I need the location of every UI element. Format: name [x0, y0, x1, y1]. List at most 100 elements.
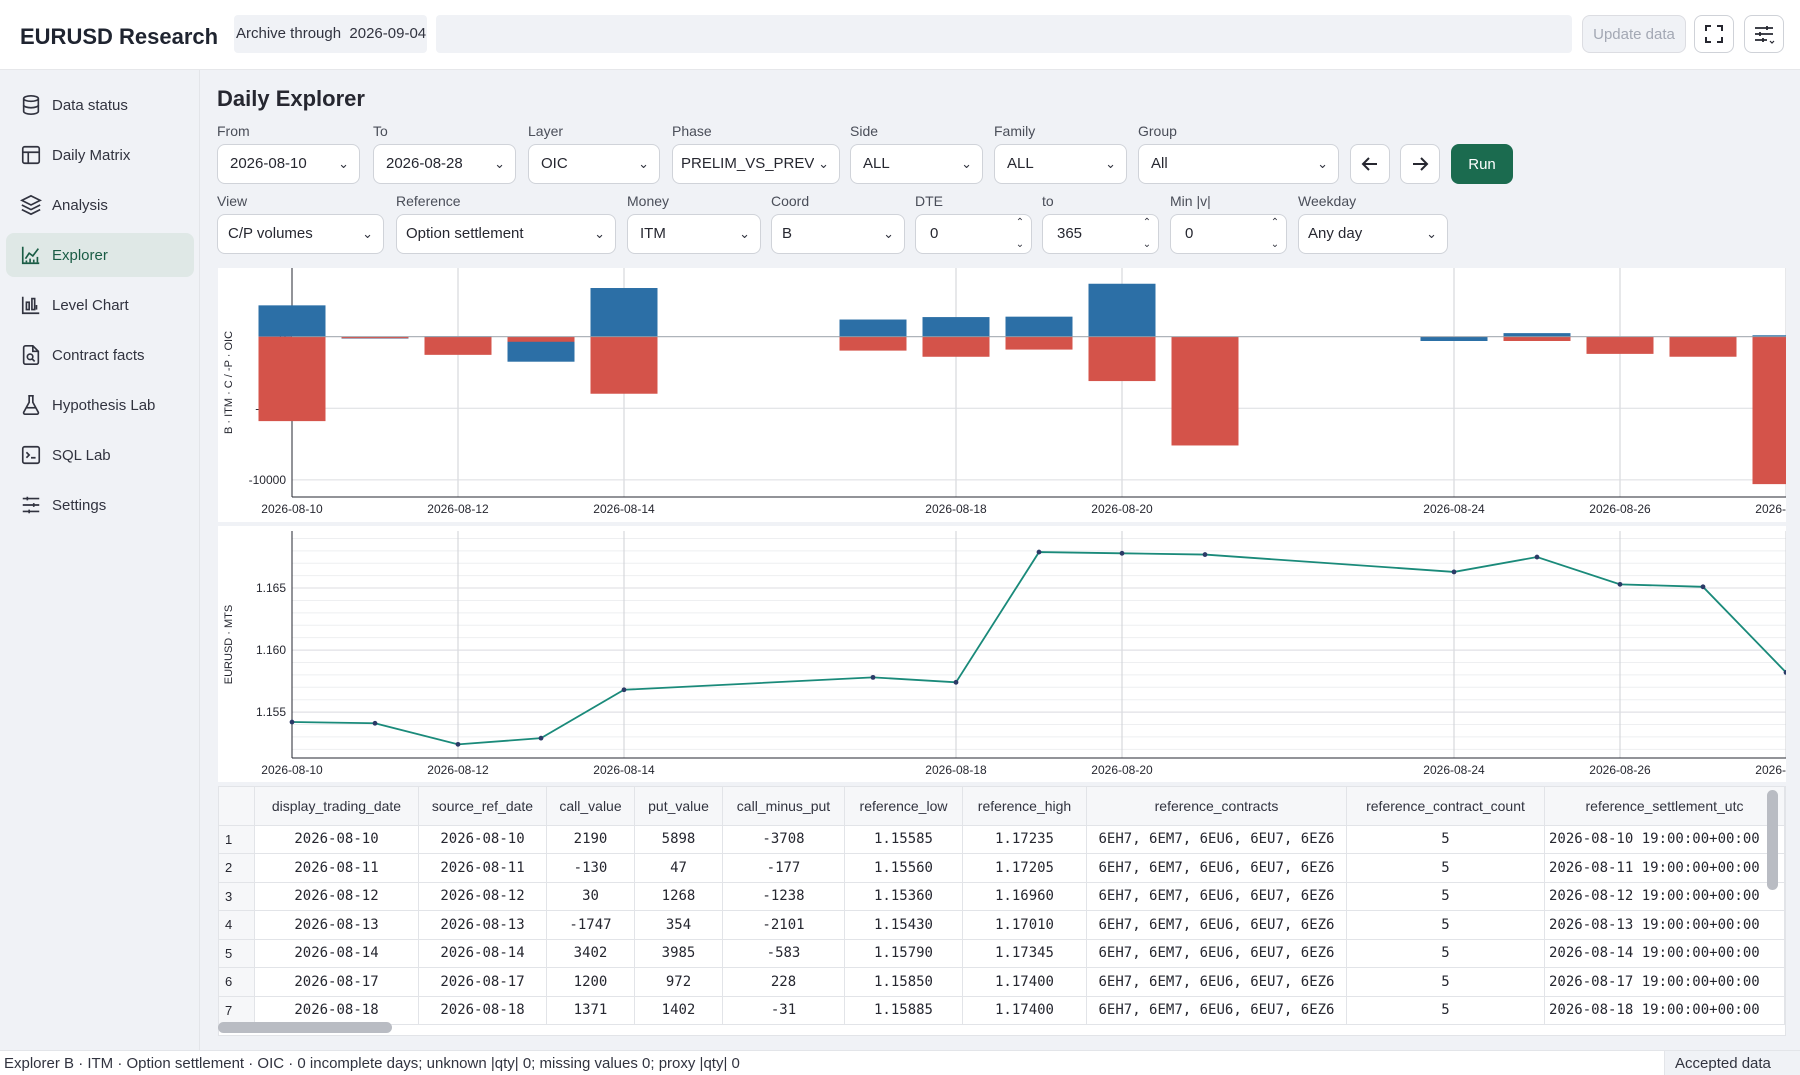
view-select[interactable]: C/P volumes ⌄ [217, 214, 384, 254]
arrow-right-icon [1413, 157, 1429, 171]
table-row[interactable]: 3 2026-08-12 2026-08-12 30 1268 -1238 1.15360 1… [219, 882, 1785, 911]
table-row[interactable]: 4 2026-08-13 2026-08-13 -1747 354 -2101 1.1543… [219, 910, 1785, 940]
table-cell: 1.17010 [962, 910, 1087, 940]
table-cell: 2026-08-17 [418, 967, 547, 997]
sidebar-item-sql-lab[interactable]: SQL Lab [6, 433, 194, 477]
table-cell: 2026-08-10 [254, 825, 419, 854]
vertical-scrollbar[interactable] [1767, 790, 1778, 890]
column-header-source-ref-date[interactable]: source_ref_date [418, 787, 547, 826]
phase-select[interactable]: PRELIM_VS_PREVIC ⌄ [672, 144, 840, 184]
stepper-icon[interactable]: ⌃ ⌄ [1270, 217, 1280, 250]
settings-menu-button[interactable] [1744, 15, 1784, 53]
table-cell: 1.17400 [962, 967, 1087, 997]
terminal-icon [21, 445, 41, 465]
table-cell: 5 [1346, 910, 1545, 940]
money-select[interactable]: ITM ⌄ [627, 214, 761, 254]
table-cell: 1200 [546, 967, 635, 997]
sidebar-item-daily-matrix[interactable]: Daily Matrix [6, 133, 194, 177]
sidebar-item-analysis[interactable]: Analysis [6, 183, 194, 227]
layers-icon [20, 194, 42, 216]
sidebar-item-data-status[interactable]: Data status [6, 83, 194, 127]
sidebar-item-hypothesis-lab[interactable]: Hypothesis Lab [6, 383, 194, 427]
x-tick-label: 2026-08-24 [1423, 502, 1485, 516]
top-bar-spacer [436, 15, 1572, 53]
coord-select[interactable]: B ⌄ [771, 214, 905, 254]
table-cell: 6EH7, 6EM7, 6EU6, 6EU7, 6EZ6 [1086, 825, 1347, 854]
view-label: View [217, 193, 248, 209]
dte-max-input[interactable]: 365 ⌃ ⌄ [1042, 214, 1159, 254]
column-header-call-value[interactable]: call_value [546, 787, 635, 826]
table-cell: 5 [1346, 825, 1545, 854]
family-select[interactable]: ALL ⌄ [994, 144, 1127, 184]
view-value: C/P volumes [228, 225, 313, 242]
bar-chart[interactable]: 2026-08-10 2026-08-12 2026-08-14 2026-08-18… [218, 268, 1800, 522]
bar-chart-icon [21, 296, 40, 315]
call-bar [839, 319, 907, 337]
call-bar [1005, 316, 1073, 337]
table-cell: 354 [634, 910, 723, 940]
sidebar-item-explorer[interactable]: Explorer [6, 233, 194, 277]
min-v-input[interactable]: 0 ⌃ ⌄ [1170, 214, 1287, 254]
table-cell: 1.15790 [844, 939, 963, 968]
horizontal-scrollbar[interactable] [218, 1022, 392, 1033]
flask-icon [22, 395, 40, 415]
table-row[interactable]: 5 2026-08-14 2026-08-14 3402 3985 -583 1.15790… [219, 939, 1785, 968]
table-cell: 6EH7, 6EM7, 6EU6, 6EU7, 6EZ6 [1086, 967, 1347, 997]
stepper-icon[interactable]: ⌃ ⌄ [1142, 217, 1152, 250]
column-header-call-minus-put[interactable]: call_minus_put [722, 787, 845, 826]
column-header-reference-settlement-utc[interactable]: reference_settlement_utc [1544, 787, 1785, 826]
column-header-reference-high[interactable]: reference_high [962, 787, 1087, 826]
x-tick-label: 2026-08-18 [925, 763, 987, 777]
stepper-icon[interactable]: ⌃ ⌄ [1015, 217, 1025, 250]
row-index: 1 [219, 825, 255, 854]
column-header-display-trading-date[interactable]: display_trading_date [254, 787, 419, 826]
x-tick-label: 2026-08-18 [925, 502, 987, 516]
sidebar-item-contract-facts[interactable]: Contract facts [6, 333, 194, 377]
previous-button[interactable] [1350, 144, 1390, 184]
dte-min-input[interactable]: 0 ⌃ ⌄ [915, 214, 1032, 254]
table-cell: 6EH7, 6EM7, 6EU6, 6EU7, 6EZ6 [1086, 939, 1347, 968]
column-header-reference-contract-count[interactable]: reference_contract_count [1346, 787, 1545, 826]
results-table[interactable]: display_trading_date source_ref_date call_… [218, 786, 1786, 1036]
table-cell: 1.15430 [844, 910, 963, 940]
table-row[interactable]: 7 2026-08-18 2026-08-18 1371 1402 -31 1.15885 1… [219, 996, 1785, 1025]
column-header-put-value[interactable]: put_value [634, 787, 723, 826]
app-title: EURUSD Research [20, 24, 219, 49]
sidebar-item-settings[interactable]: Settings [6, 483, 194, 527]
reference-select[interactable]: Option settlement ⌄ [396, 214, 616, 254]
sidebar-item-level-chart[interactable]: Level Chart [6, 283, 194, 327]
table-cell: 2026-08-17 19:00:00+00:00 [1544, 967, 1785, 997]
table-cell: 2026-08-12 19:00:00+00:00 [1544, 882, 1785, 911]
to-date-select[interactable]: 2026-08-28 ⌄ [373, 144, 516, 184]
table-cell: 5 [1346, 853, 1545, 883]
reference-value: Option settlement [406, 225, 524, 242]
table-cell: -1747 [546, 910, 635, 940]
put-bar [341, 336, 409, 339]
table-cell: 1.15585 [844, 825, 963, 854]
table-row[interactable]: 6 2026-08-17 2026-08-17 1200 972 228 1.15850 1.… [219, 967, 1785, 997]
next-button[interactable] [1400, 144, 1440, 184]
run-button[interactable]: Run [1451, 144, 1513, 184]
table-cell: 2190 [546, 825, 635, 854]
line-chart[interactable]: 2026-08-10 2026-08-12 2026-08-14 2026-08-18… [218, 526, 1800, 782]
weekday-select[interactable]: Any day ⌄ [1298, 214, 1448, 254]
data-point [1119, 550, 1125, 556]
table-row[interactable]: 2 2026-08-11 2026-08-11 -130 47 -177 1.15560 1.… [219, 853, 1785, 883]
status-bar: Explorer B · ITM · Option settlement · O… [0, 1050, 1800, 1075]
column-header-reference-contracts[interactable]: reference_contracts [1086, 787, 1347, 826]
layer-select[interactable]: OIC ⌄ [528, 144, 660, 184]
column-header-reference-low[interactable]: reference_low [844, 787, 963, 826]
table-row[interactable]: 1 2026-08-10 2026-08-10 2190 5898 -3708 1.1558… [219, 825, 1785, 854]
dte-max-value: 365 [1057, 225, 1083, 242]
from-date-select[interactable]: 2026-08-10 ⌄ [217, 144, 360, 184]
fullscreen-button[interactable] [1694, 15, 1734, 53]
chevron-down-icon: ⌄ [814, 145, 829, 183]
table-cell: 1.15360 [844, 882, 963, 911]
data-point [289, 719, 295, 725]
table-cell: 1.17235 [962, 825, 1087, 854]
table-cell: 1.15560 [844, 853, 963, 883]
group-select[interactable]: All ⌄ [1138, 144, 1339, 184]
put-bar [1752, 336, 1800, 485]
side-select[interactable]: ALL ⌄ [850, 144, 983, 184]
update-data-button[interactable]: Update data [1582, 15, 1686, 53]
